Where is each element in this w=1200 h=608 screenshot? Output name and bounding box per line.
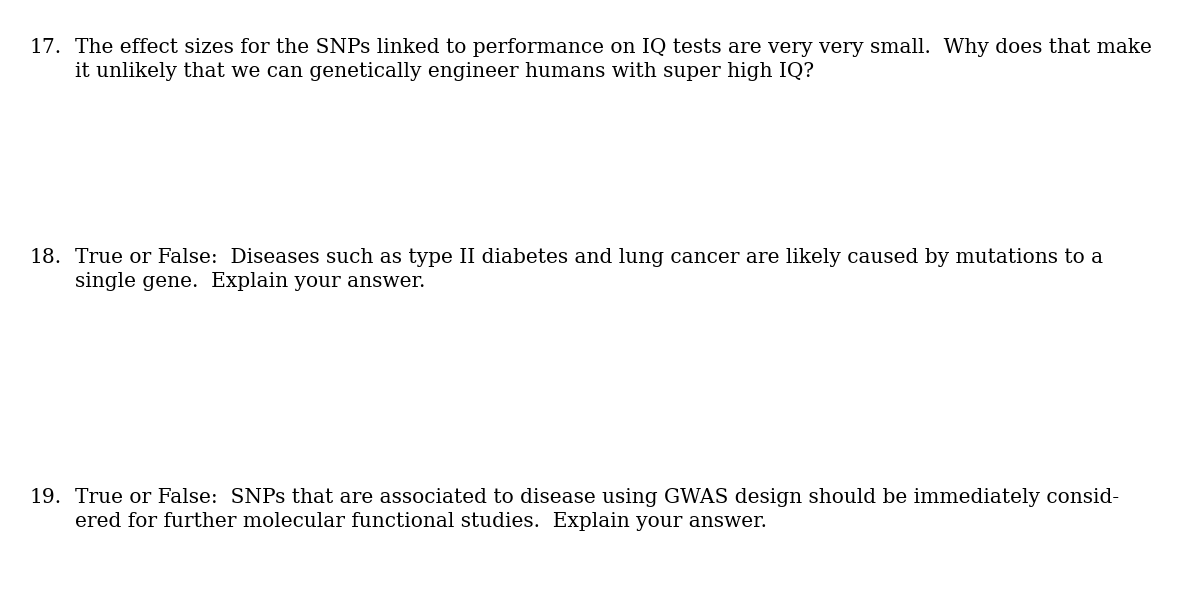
Text: True or False:  SNPs that are associated to disease using GWAS design should be : True or False: SNPs that are associated … <box>74 488 1120 507</box>
Text: ered for further molecular functional studies.  Explain your answer.: ered for further molecular functional st… <box>74 512 767 531</box>
Text: single gene.  Explain your answer.: single gene. Explain your answer. <box>74 272 425 291</box>
Text: The effect sizes for the SNPs linked to performance on IQ tests are very very sm: The effect sizes for the SNPs linked to … <box>74 38 1152 57</box>
Text: it unlikely that we can genetically engineer humans with super high IQ?: it unlikely that we can genetically engi… <box>74 62 814 81</box>
Text: 19.: 19. <box>30 488 62 507</box>
Text: 17.: 17. <box>30 38 62 57</box>
Text: 18.: 18. <box>30 248 62 267</box>
Text: True or False:  Diseases such as type II diabetes and lung cancer are likely cau: True or False: Diseases such as type II … <box>74 248 1103 267</box>
